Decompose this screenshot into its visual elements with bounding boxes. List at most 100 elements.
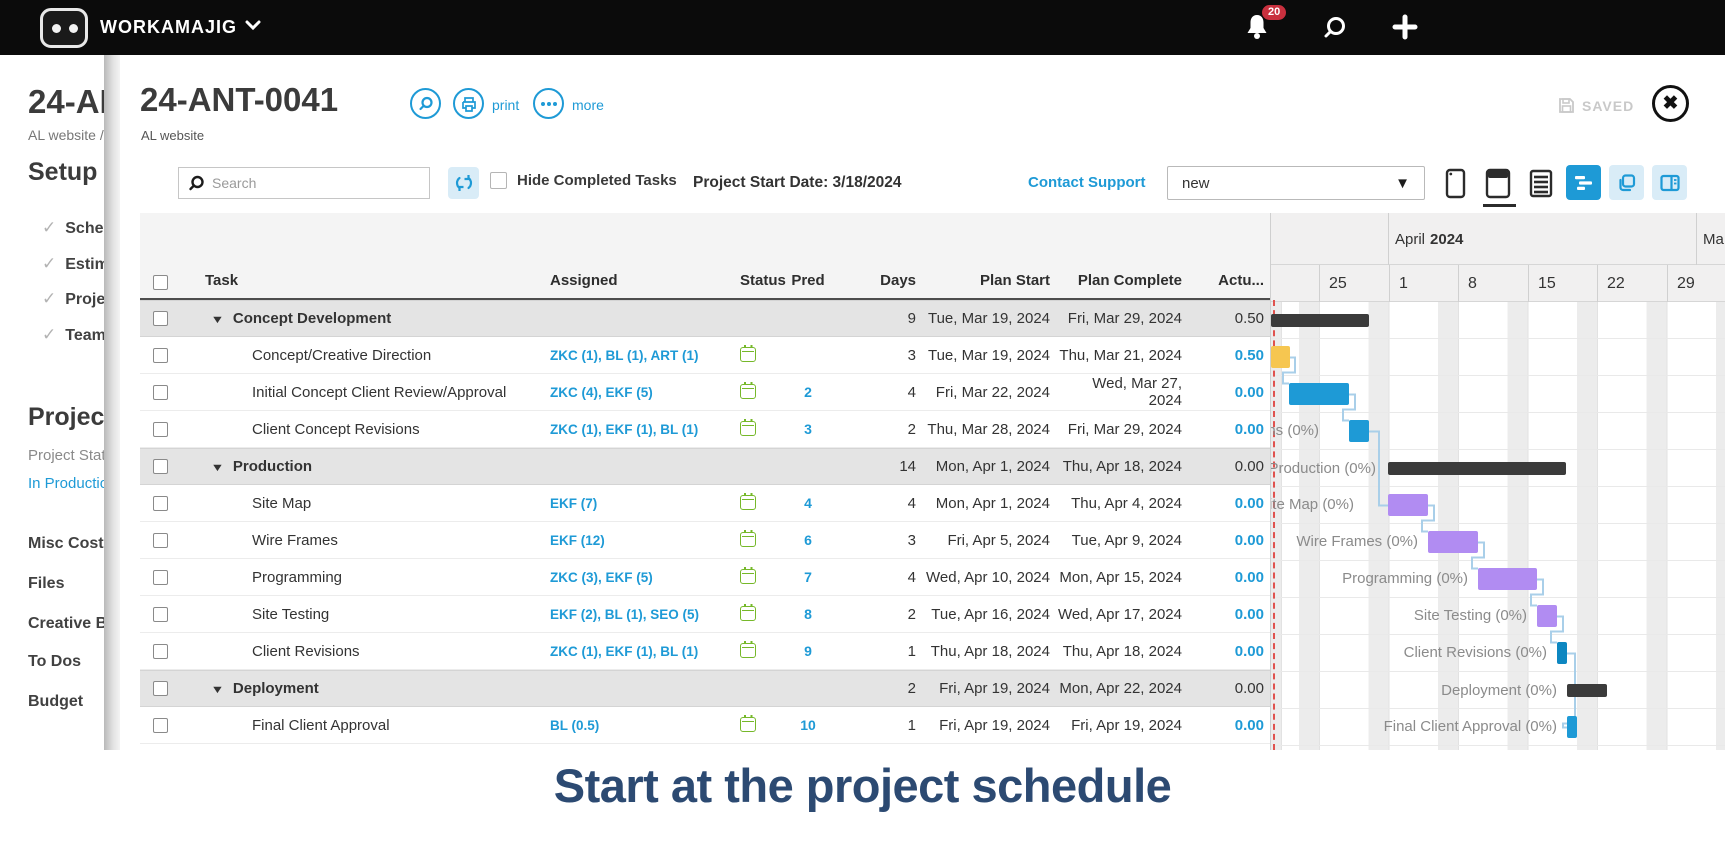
pred-link[interactable]: 2 xyxy=(804,384,812,400)
calendar-icon[interactable] xyxy=(740,640,756,658)
assigned-link[interactable]: ZKC (4), EKF (5) xyxy=(550,384,653,400)
select-all-checkbox[interactable] xyxy=(152,275,168,290)
gantt-bar-programming[interactable] xyxy=(1478,568,1537,590)
assigned-link[interactable]: ZKC (3), EKF (5) xyxy=(550,569,653,585)
gantt-view-button[interactable] xyxy=(1566,165,1601,200)
layers-view-button[interactable] xyxy=(1609,165,1644,200)
table-row[interactable]: Site Testing EKF (2), BL (1), SEO (5) 8 … xyxy=(140,596,1270,633)
add-plus-icon[interactable] xyxy=(1392,14,1418,40)
gantt-bar-production[interactable] xyxy=(1388,462,1566,475)
col-header-plan-complete[interactable]: Plan Complete xyxy=(1077,272,1182,289)
close-button[interactable]: ✖ xyxy=(1652,85,1689,122)
refresh-button[interactable] xyxy=(448,167,479,199)
table-row[interactable]: Initial Concept Client Review/Approval Z… xyxy=(140,374,1270,411)
calendar-icon[interactable] xyxy=(740,529,756,547)
table-row[interactable]: Client Revisions ZKC (1), EKF (1), BL (1… xyxy=(140,633,1270,670)
pred-link[interactable]: 9 xyxy=(804,643,812,659)
split-view-button[interactable] xyxy=(1652,165,1687,200)
group-name[interactable]: ▼ Deployment xyxy=(210,680,319,697)
gantt-bar-concept-creative-direction[interactable] xyxy=(1271,346,1290,368)
table-row[interactable]: Concept/Creative Direction ZKC (1), BL (… xyxy=(140,337,1270,374)
row-checkbox[interactable] xyxy=(152,421,168,437)
gantt-bar-concept-development[interactable] xyxy=(1271,314,1369,327)
table-row-group[interactable]: ▼ Deployment 2 Fri, Apr 19, 2024 Mon, Apr… xyxy=(140,670,1270,707)
col-header-task[interactable]: Task xyxy=(205,272,239,289)
project-status-link[interactable]: In Production xyxy=(28,475,117,492)
more-circle-button[interactable] xyxy=(533,88,564,119)
chevron-down-icon[interactable]: ▼ xyxy=(210,462,225,474)
pred-link[interactable]: 4 xyxy=(804,495,812,511)
print-label[interactable]: print xyxy=(492,97,520,113)
gantt-bar-client-revisions[interactable] xyxy=(1557,642,1567,664)
assigned-link[interactable]: EKF (7) xyxy=(550,495,598,511)
group-name[interactable]: ▼ Concept Development xyxy=(210,310,392,327)
calendar-icon[interactable] xyxy=(740,344,756,362)
workamajig-logo-icon[interactable] xyxy=(40,8,88,48)
group-name[interactable]: ▼ Production xyxy=(210,458,313,475)
view-list-button[interactable] xyxy=(1528,168,1554,205)
assigned-link[interactable]: EKF (12) xyxy=(550,532,605,548)
notifications-bell-icon[interactable] xyxy=(1244,13,1270,41)
search-input[interactable] xyxy=(212,175,412,191)
gantt-bar-wire-frames[interactable] xyxy=(1428,531,1478,553)
gantt-bar-final-client-approval[interactable] xyxy=(1567,716,1577,738)
view-card-header-button[interactable] xyxy=(1484,168,1512,205)
chevron-down-icon[interactable] xyxy=(245,20,261,31)
task-name[interactable]: Initial Concept Client Review/Approval xyxy=(252,383,507,401)
row-checkbox[interactable] xyxy=(152,495,168,511)
calendar-icon[interactable] xyxy=(740,381,756,399)
contact-support-link[interactable]: Contact Support xyxy=(1028,174,1146,191)
calendar-icon[interactable] xyxy=(740,492,756,510)
more-label[interactable]: more xyxy=(572,97,604,113)
gantt-bar-site-testing[interactable] xyxy=(1537,605,1557,627)
calendar-icon[interactable] xyxy=(740,566,756,584)
assigned-link[interactable]: ZKC (1), BL (1), ART (1) xyxy=(550,347,699,363)
row-checkbox[interactable] xyxy=(152,311,168,326)
search-circle-button[interactable] xyxy=(410,88,441,119)
calendar-icon[interactable] xyxy=(740,714,756,732)
calendar-icon[interactable] xyxy=(740,603,756,621)
view-select[interactable]: new ▼ xyxy=(1167,166,1425,200)
pred-link[interactable]: 3 xyxy=(804,421,812,437)
row-checkbox[interactable] xyxy=(152,384,168,400)
sidebar-item-budget[interactable]: Budget xyxy=(28,693,84,710)
col-header-pred[interactable]: Pred xyxy=(791,272,825,289)
search-icon[interactable] xyxy=(1322,15,1348,41)
col-header-days[interactable]: Days xyxy=(880,272,916,289)
table-row[interactable]: Programming ZKC (3), EKF (5) 7 4 Wed, Ap… xyxy=(140,559,1270,596)
chevron-down-icon[interactable]: ▼ xyxy=(210,314,225,326)
calendar-icon[interactable] xyxy=(740,418,756,436)
setup-item-team[interactable]: ✓ Team xyxy=(42,325,106,344)
schedule-search[interactable] xyxy=(178,167,430,199)
row-checkbox[interactable] xyxy=(152,606,168,622)
row-checkbox[interactable] xyxy=(152,347,168,363)
view-card-button[interactable] xyxy=(1444,168,1468,205)
assigned-link[interactable]: EKF (2), BL (1), SEO (5) xyxy=(550,606,700,622)
sidebar-item-to-dos[interactable]: To Dos xyxy=(28,653,82,670)
assigned-link[interactable]: BL (0.5) xyxy=(550,717,600,733)
row-checkbox[interactable] xyxy=(152,681,168,696)
chevron-down-icon[interactable]: ▼ xyxy=(210,684,225,696)
col-header-status[interactable]: Status xyxy=(740,272,786,289)
print-circle-button[interactable] xyxy=(453,88,484,119)
brand-name[interactable]: WORKAMAJIG xyxy=(100,17,237,37)
gantt-bar-deployment[interactable] xyxy=(1567,684,1607,697)
task-name[interactable]: Client Revisions xyxy=(252,642,360,660)
task-name[interactable]: Concept/Creative Direction xyxy=(252,346,432,364)
sidebar-item-misc-costs[interactable]: Misc Costs xyxy=(28,535,113,552)
col-header-actual[interactable]: Actu... xyxy=(1218,272,1264,289)
col-header-assigned[interactable]: Assigned xyxy=(550,272,618,289)
row-checkbox[interactable] xyxy=(152,643,168,659)
pred-link[interactable]: 8 xyxy=(804,606,812,622)
task-name[interactable]: Site Map xyxy=(252,494,312,512)
col-header-plan-start[interactable]: Plan Start xyxy=(979,272,1050,289)
hide-completed-checkbox[interactable] xyxy=(490,172,507,189)
pred-link[interactable]: 7 xyxy=(804,569,812,585)
row-checkbox[interactable] xyxy=(152,532,168,548)
task-name[interactable]: Wire Frames xyxy=(252,531,338,549)
assigned-link[interactable]: ZKC (1), EKF (1), BL (1) xyxy=(550,421,699,437)
table-row[interactable]: Final Client Approval BL (0.5) 10 1 Fri,… xyxy=(140,707,1270,744)
table-row-group[interactable]: ▼ Production 14 Mon, Apr 1, 2024 Thu, Apr… xyxy=(140,448,1270,485)
table-row[interactable]: Site Map EKF (7) 4 4 Mon, Apr 1, 2024 Th… xyxy=(140,485,1270,522)
gantt-bar-client-concept-revisions[interactable] xyxy=(1349,420,1369,442)
